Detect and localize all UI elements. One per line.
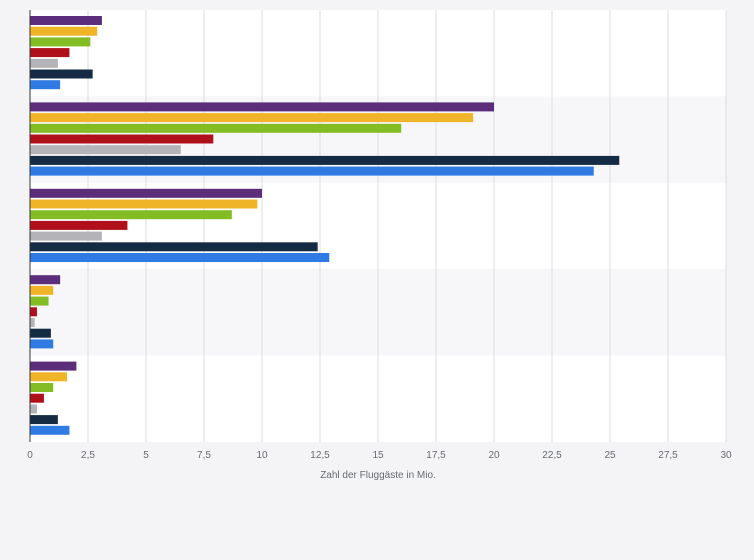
bar xyxy=(30,415,58,425)
bar xyxy=(30,69,93,79)
x-tick-label: 22,5 xyxy=(542,450,562,461)
bar xyxy=(30,242,318,252)
bar xyxy=(30,393,44,403)
x-tick-label: 25 xyxy=(604,450,616,461)
bar xyxy=(30,113,474,123)
x-tick-label: 12,5 xyxy=(310,450,330,461)
bar xyxy=(30,253,330,262)
x-tick-label: 0 xyxy=(27,450,33,461)
bar xyxy=(30,328,51,338)
bar xyxy=(30,361,77,371)
bar xyxy=(30,58,58,68)
x-tick-labels: 0 2,5 5 7,5 10 12,5 15 17,5 20 22,5 25 27,5 30 xyxy=(27,450,732,461)
x-tick-label: 30 xyxy=(720,450,732,461)
x-tick-label: 10 xyxy=(256,450,268,461)
bar xyxy=(30,425,70,435)
bar xyxy=(30,145,181,155)
x-axis-title: Zahl der Fluggäste in Mio. xyxy=(320,470,436,481)
x-tick-label: 17,5 xyxy=(426,450,446,461)
bar xyxy=(30,318,35,327)
x-tick-label: 5 xyxy=(143,450,149,461)
x-tick-label: 27,5 xyxy=(658,450,678,461)
bar xyxy=(30,404,37,414)
bar xyxy=(30,275,61,285)
bar xyxy=(30,37,91,47)
bar xyxy=(30,307,37,317)
bar xyxy=(30,155,620,165)
bar xyxy=(30,296,49,306)
x-tick-label: 20 xyxy=(488,450,500,461)
bar xyxy=(30,285,54,295)
bar xyxy=(30,166,594,176)
bar xyxy=(30,123,402,133)
bar xyxy=(30,134,214,144)
bar xyxy=(30,26,98,36)
bar xyxy=(30,383,54,392)
bar xyxy=(30,372,68,382)
grid-lines xyxy=(87,10,727,442)
bar xyxy=(30,48,70,58)
bar xyxy=(30,231,102,241)
bar xyxy=(30,220,128,230)
bar xyxy=(30,339,54,349)
bar xyxy=(30,80,61,90)
bar xyxy=(30,16,102,25)
bars xyxy=(30,16,620,435)
x-tick-label: 2,5 xyxy=(81,450,95,461)
bar xyxy=(30,188,262,198)
bar xyxy=(30,199,258,209)
bar xyxy=(30,102,494,112)
x-tick-label: 7,5 xyxy=(197,450,211,461)
x-tick-label: 15 xyxy=(372,450,384,461)
bar xyxy=(30,210,232,220)
